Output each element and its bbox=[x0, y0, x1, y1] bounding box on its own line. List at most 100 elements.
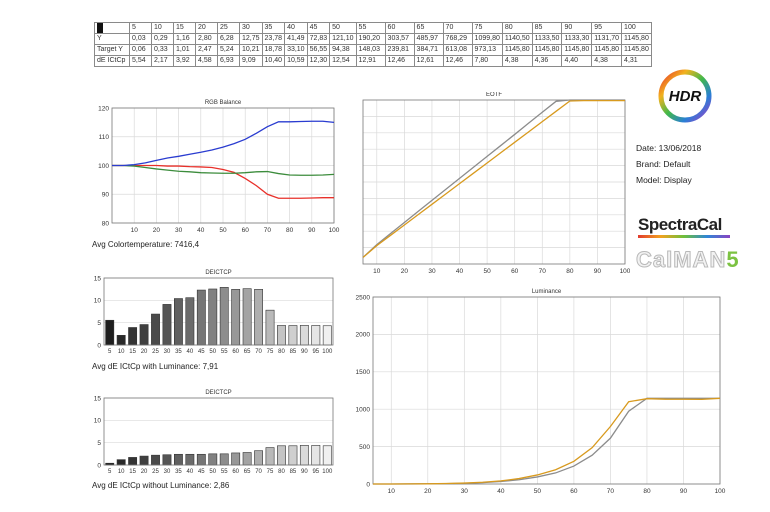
table-cell: 3,92 bbox=[173, 55, 196, 67]
x-tick-label: 10 bbox=[118, 469, 125, 475]
x-tick-label: 85 bbox=[290, 469, 297, 475]
table-cell: 1145,80 bbox=[591, 44, 623, 56]
x-tick-label: 40 bbox=[456, 268, 464, 275]
table-cell: 0,33 bbox=[151, 44, 174, 56]
table-cell: 121,10 bbox=[329, 33, 357, 45]
x-tick-label: 60 bbox=[232, 469, 239, 475]
x-tick-label: 30 bbox=[461, 488, 469, 495]
y-tick-label: 0 bbox=[366, 481, 370, 488]
table-header-cell: 90 bbox=[561, 22, 593, 34]
x-tick-label: 40 bbox=[187, 349, 194, 355]
y-tick-label: 15 bbox=[94, 395, 102, 402]
avg-colortemp-caption: Avg Colortemperature: 7416,4 bbox=[92, 240, 200, 249]
x-tick-label: 90 bbox=[680, 488, 688, 495]
table-cell: 56,55 bbox=[306, 44, 331, 56]
table-cell: 1133,50 bbox=[531, 33, 563, 45]
x-tick-label: 55 bbox=[221, 469, 228, 475]
x-tick-label: 95 bbox=[312, 349, 319, 355]
x-tick-label: 100 bbox=[715, 488, 726, 495]
x-tick-label: 40 bbox=[497, 488, 505, 495]
bar bbox=[288, 325, 298, 346]
table-cell: 4,31 bbox=[621, 55, 652, 67]
bar bbox=[208, 453, 218, 466]
x-tick-label: 70 bbox=[255, 469, 262, 475]
chart-title: DEICTCP bbox=[205, 390, 231, 396]
table-cell: 190,20 bbox=[355, 33, 386, 45]
y-tick-label: 0 bbox=[97, 462, 101, 469]
x-tick-label: 25 bbox=[152, 349, 159, 355]
x-tick-label: 80 bbox=[566, 268, 574, 275]
table-header-cell: 15 bbox=[173, 22, 196, 34]
x-tick-label: 65 bbox=[244, 349, 251, 355]
date-text: Date: 13/06/2018 bbox=[636, 143, 702, 153]
plot-frame bbox=[103, 397, 334, 466]
x-tick-label: 95 bbox=[312, 469, 319, 475]
x-tick-label: 90 bbox=[301, 349, 308, 355]
table-cell: 41,49 bbox=[284, 33, 308, 45]
chart-title: DEICTCP bbox=[205, 270, 231, 276]
y-tick-label: 2000 bbox=[356, 332, 371, 339]
plot-frame bbox=[372, 296, 721, 485]
table-cell: 12,46 bbox=[384, 55, 415, 67]
bar bbox=[139, 455, 149, 466]
table-header-cell: 35 bbox=[261, 22, 286, 34]
x-tick-label: 75 bbox=[267, 469, 274, 475]
table-header-cell: 55 bbox=[355, 22, 386, 34]
table-cell: 1099,80 bbox=[471, 33, 503, 45]
x-tick-label: 35 bbox=[175, 469, 182, 475]
y-tick-label: 120 bbox=[98, 105, 109, 112]
x-tick-label: 20 bbox=[141, 469, 148, 475]
table-cell: 4,38 bbox=[591, 55, 623, 67]
table-row-label: dE ICtCp bbox=[94, 55, 130, 67]
table-cell: 33,10 bbox=[284, 44, 308, 56]
table-header-cell: 30 bbox=[239, 22, 263, 34]
x-tick-label: 75 bbox=[267, 349, 274, 355]
bar bbox=[174, 453, 183, 466]
table-cell: 12,30 bbox=[306, 55, 331, 67]
bar bbox=[277, 325, 286, 346]
x-tick-label: 60 bbox=[232, 349, 239, 355]
bar bbox=[219, 287, 229, 346]
table-cell: 7,80 bbox=[471, 55, 503, 67]
table-header-cell: 5 bbox=[129, 22, 152, 34]
x-tick-label: 80 bbox=[278, 469, 285, 475]
y-tick-label: 1500 bbox=[356, 369, 371, 376]
table-cell: 12,46 bbox=[442, 55, 473, 67]
x-tick-label: 100 bbox=[620, 268, 630, 275]
series-line-measured bbox=[362, 100, 625, 258]
y-tick-label: 5 bbox=[97, 320, 101, 327]
table-cell: 384,71 bbox=[413, 44, 444, 56]
table-cell: 10,59 bbox=[284, 55, 308, 67]
report-info: Date: 13/06/2018 Brand: Default Model: D… bbox=[636, 140, 701, 188]
x-tick-label: 100 bbox=[322, 349, 333, 355]
rgb-balance-chart: RGB Balance 10 20 30 40 50 60 70 80 90 100 80 90 100 1… bbox=[98, 100, 340, 234]
bar bbox=[185, 297, 195, 346]
x-tick-label: 50 bbox=[219, 227, 227, 234]
table-header-cell: 20 bbox=[195, 22, 218, 34]
x-tick-label: 55 bbox=[221, 349, 228, 355]
y-tick-label: 15 bbox=[94, 275, 102, 282]
x-tick-label: 10 bbox=[118, 349, 125, 355]
x-tick-label: 50 bbox=[483, 268, 491, 275]
chart-title: EOTF bbox=[486, 92, 502, 98]
table-cell: 10,21 bbox=[239, 44, 263, 56]
table-cell: 6,93 bbox=[217, 55, 240, 67]
avg-de-with-luminance-caption: Avg dE ICtCp with Luminance: 7,91 bbox=[92, 362, 219, 371]
bar bbox=[151, 454, 160, 466]
table-cell: 973,13 bbox=[471, 44, 503, 56]
calman-logo: CalMAN5 bbox=[635, 247, 740, 273]
series-line-target-y bbox=[372, 397, 720, 485]
bar bbox=[128, 327, 138, 346]
table-cell: 0,06 bbox=[129, 44, 152, 56]
bar bbox=[288, 445, 298, 466]
table-header-cell: 75 bbox=[471, 22, 503, 34]
series-line-red bbox=[112, 164, 334, 199]
x-tick-label: 100 bbox=[329, 227, 340, 234]
table-header-cell: 60 bbox=[384, 22, 415, 34]
x-tick-label: 40 bbox=[197, 227, 205, 234]
calman-logo-text: CalMAN bbox=[635, 247, 727, 273]
bar bbox=[311, 445, 321, 466]
table-cell: 2,80 bbox=[195, 33, 218, 45]
x-tick-label: 70 bbox=[607, 488, 615, 495]
